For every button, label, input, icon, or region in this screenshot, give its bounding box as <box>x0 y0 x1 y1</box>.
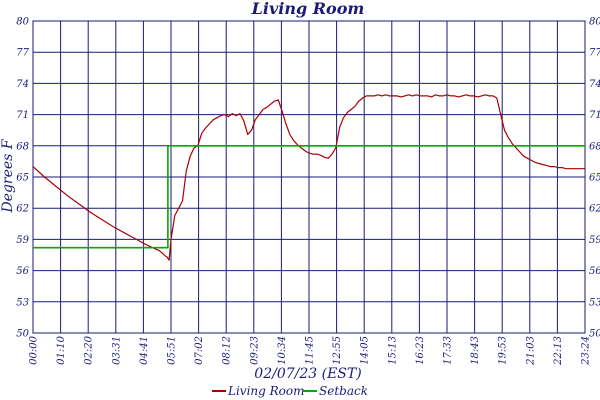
y-tick-label-left: 59 <box>16 235 29 246</box>
x-ticks: 00:00 01:10 02:20 03:31 04:41 05:51 07:02 08:12… <box>29 335 592 365</box>
x-tick-label: 18:43 <box>470 336 481 365</box>
x-tick-label: 19:53 <box>498 336 509 365</box>
x-tick-label: 21:03 <box>525 336 536 366</box>
y-tick-label-right: 62 <box>589 204 600 215</box>
series-layer <box>32 94 585 261</box>
legend: Living Room Setback <box>212 384 368 398</box>
y-tick-label-left: 56 <box>16 266 29 277</box>
series-line-living-room <box>32 94 585 261</box>
x-tick-label: 01:10 <box>56 335 67 364</box>
y-tick-label-left: 80 <box>16 17 29 28</box>
y-tick-label-right: 59 <box>589 235 600 246</box>
x-tick-label: 08:12 <box>222 336 233 365</box>
x-tick-label: 15:13 <box>387 336 398 365</box>
x-tick-label: 12:55 <box>332 336 343 365</box>
y-tick-label-right: 68 <box>589 141 600 152</box>
x-tick-label: 03:31 <box>111 336 122 365</box>
y-axis-label: Degrees F <box>0 138 16 213</box>
x-tick-label: 22:13 <box>553 336 564 366</box>
y-tick-label-right: 71 <box>589 110 600 121</box>
y-tick-label-left: 65 <box>16 173 29 184</box>
y-tick-label-left: 74 <box>16 79 29 90</box>
y-tick-label-left: 77 <box>16 48 29 59</box>
x-axis-label: 02/07/23 (EST) <box>254 366 361 382</box>
series-line-setback <box>33 145 585 249</box>
y-tick-label-right: 56 <box>589 266 600 277</box>
x-tick-label: 11:45 <box>305 336 316 365</box>
y-tick-label-left: 71 <box>16 110 29 121</box>
y-tick-label-right: 53 <box>589 297 600 308</box>
x-tick-label: 23:24 <box>581 336 592 366</box>
x-tick-label: 16:23 <box>415 336 426 365</box>
x-tick-label: 05:51 <box>167 336 178 365</box>
x-tick-label: 07:02 <box>194 336 205 365</box>
x-tick-label: 09:23 <box>249 336 260 365</box>
y-tick-label-left: 50 <box>16 329 29 340</box>
x-tick-label: 10:34 <box>277 336 288 365</box>
y-ticks-right: 50 53 56 59 62 65 68 71 74 77 80 <box>589 17 600 340</box>
y-tick-label-right: 50 <box>589 329 600 340</box>
y-tick-label-left: 68 <box>16 141 29 152</box>
y-tick-label-left: 53 <box>16 297 29 308</box>
chart-title: Living Room <box>251 0 365 18</box>
grid <box>32 20 586 334</box>
x-tick-label: 04:41 <box>139 336 150 365</box>
x-tick-label: 00:00 <box>29 335 40 364</box>
y-tick-label-right: 80 <box>589 17 600 28</box>
legend-label-living-room: Living Room <box>227 384 305 398</box>
y-ticks-left: 50 53 56 59 62 65 68 71 74 77 80 <box>16 17 29 340</box>
y-tick-label-right: 65 <box>589 173 600 184</box>
legend-label-setback: Setback <box>319 384 368 398</box>
x-tick-label: 02:20 <box>84 335 95 364</box>
x-tick-label: 17:33 <box>443 336 454 365</box>
y-tick-label-right: 77 <box>589 48 600 59</box>
y-tick-label-left: 62 <box>16 204 29 215</box>
x-tick-label: 14:05 <box>360 336 371 365</box>
y-tick-label-right: 74 <box>589 79 600 90</box>
